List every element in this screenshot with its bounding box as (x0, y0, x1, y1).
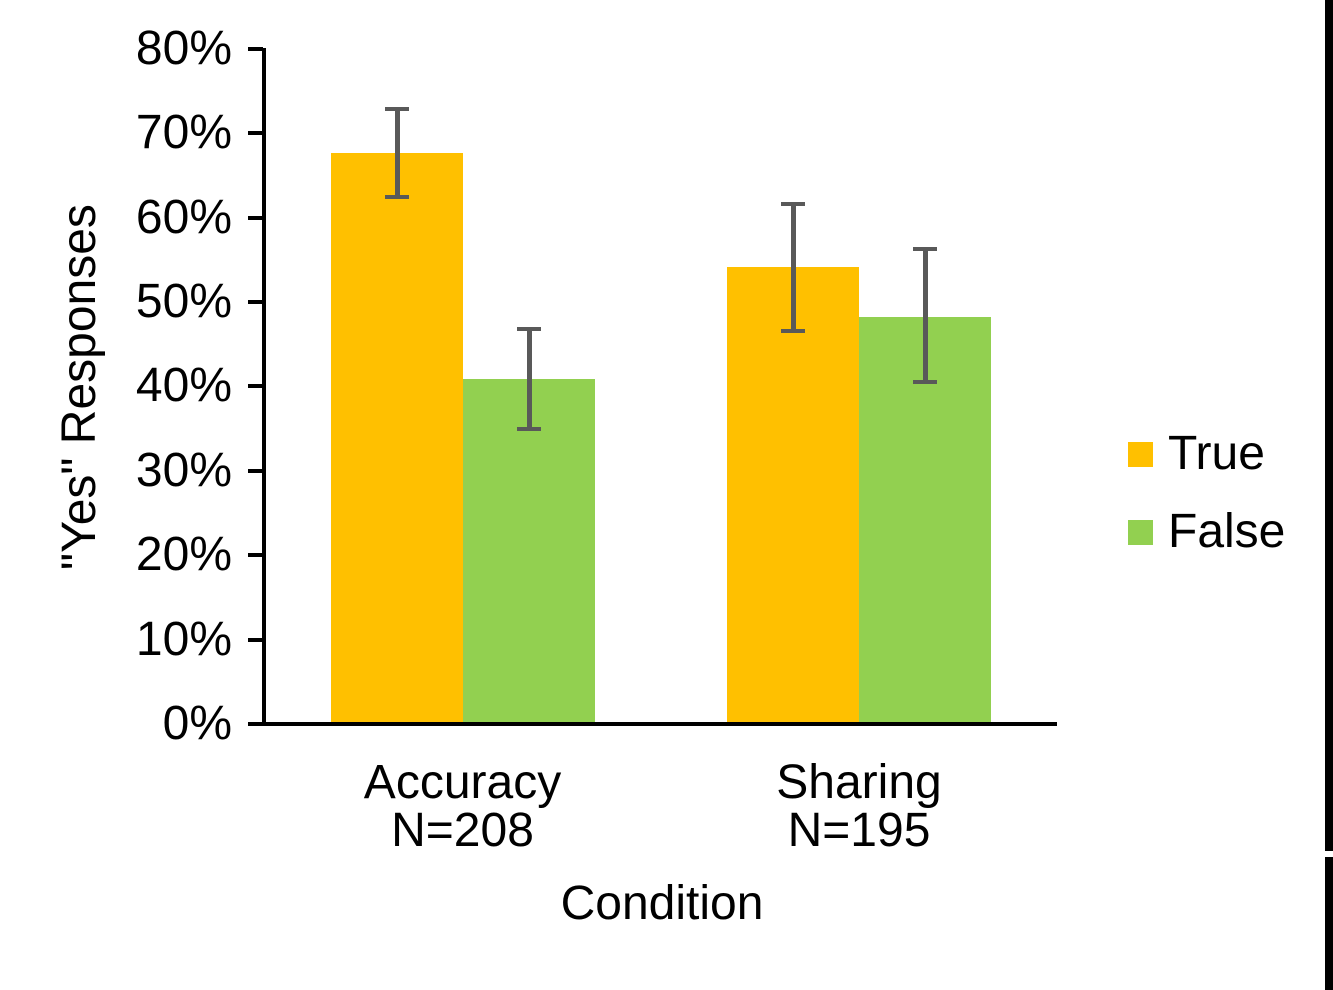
error-bar-false-sharing-cap-top (913, 246, 937, 251)
y-axis-tick-label: 0% (162, 697, 232, 750)
category-sample-size: N=208 (391, 804, 534, 857)
bar-false-accuracy (462, 378, 595, 724)
error-bar-false-accuracy-line (526, 329, 532, 430)
error-bar-true-sharing-cap-top (781, 202, 805, 207)
y-axis-tick-label: 10% (135, 612, 232, 666)
y-axis-tick (248, 131, 263, 136)
y-axis-tick-label: 50% (135, 275, 232, 328)
y-axis-line (262, 48, 266, 726)
error-bar-true-accuracy-cap-bottom (384, 195, 409, 200)
error-bar-false-accuracy-cap-top (516, 327, 541, 331)
category-name: Accuracy (363, 756, 562, 809)
y-axis-tick-label: 60% (135, 190, 232, 244)
error-bar-true-accuracy-cap-top (384, 106, 409, 111)
y-axis-tick (248, 300, 263, 304)
error-bar-false-sharing-line (923, 248, 928, 383)
legend-label-false: False (1168, 505, 1286, 558)
legend-swatch-true (1128, 442, 1153, 467)
x-axis-category-label-sharing: Sharing N=195 (709, 759, 1009, 855)
bar-true-sharing (727, 267, 859, 724)
category-sample-size: N=195 (787, 804, 931, 857)
y-axis-tick-label: 30% (135, 443, 232, 497)
screen-edge-strip-top (1325, 0, 1333, 851)
legend-label-true: True (1168, 427, 1265, 480)
y-axis-tick-label: 70% (135, 106, 232, 160)
y-axis-tick-label: 40% (135, 359, 232, 413)
y-axis-tick-label: 80% (135, 21, 232, 75)
category-name: Sharing (776, 756, 942, 809)
error-bar-true-sharing-line (791, 204, 796, 331)
error-bar-true-accuracy-line (394, 108, 400, 198)
bar-false-sharing (859, 317, 991, 724)
x-axis-category-label-accuracy: Accuracy N=208 (313, 759, 613, 855)
error-bar-true-sharing-cap-bottom (781, 328, 805, 333)
bar-true-accuracy (330, 152, 463, 724)
y-axis-tick (248, 468, 263, 473)
y-axis-tick (248, 553, 263, 558)
legend-swatch-false (1128, 520, 1153, 545)
y-axis-tick (248, 637, 263, 642)
x-axis-line (248, 722, 1057, 726)
screen-edge-strip-bottom (1325, 857, 1333, 990)
y-axis-tick (248, 215, 263, 220)
x-axis-title: Condition (560, 877, 764, 930)
error-bar-false-sharing-cap-bottom (913, 380, 937, 385)
error-bar-false-accuracy-cap-bottom (516, 427, 541, 432)
y-axis-tick-label: 20% (135, 528, 232, 582)
y-axis-tick (248, 384, 263, 389)
y-axis-tick (248, 46, 263, 51)
